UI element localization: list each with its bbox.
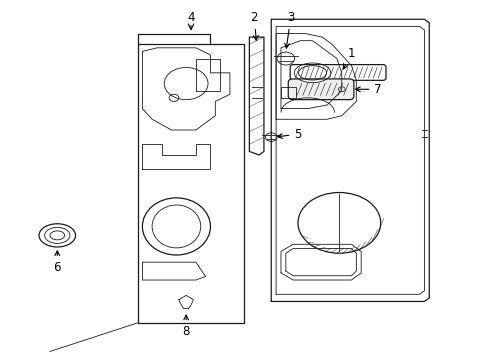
Text: 1: 1 xyxy=(343,47,354,69)
Text: 2: 2 xyxy=(250,11,258,40)
FancyBboxPatch shape xyxy=(287,79,353,100)
Text: 5: 5 xyxy=(277,128,301,141)
Text: 3: 3 xyxy=(284,11,294,48)
Text: 8: 8 xyxy=(182,315,189,338)
Text: 4: 4 xyxy=(187,11,194,24)
Text: 7: 7 xyxy=(355,83,381,96)
Text: 6: 6 xyxy=(54,251,61,274)
